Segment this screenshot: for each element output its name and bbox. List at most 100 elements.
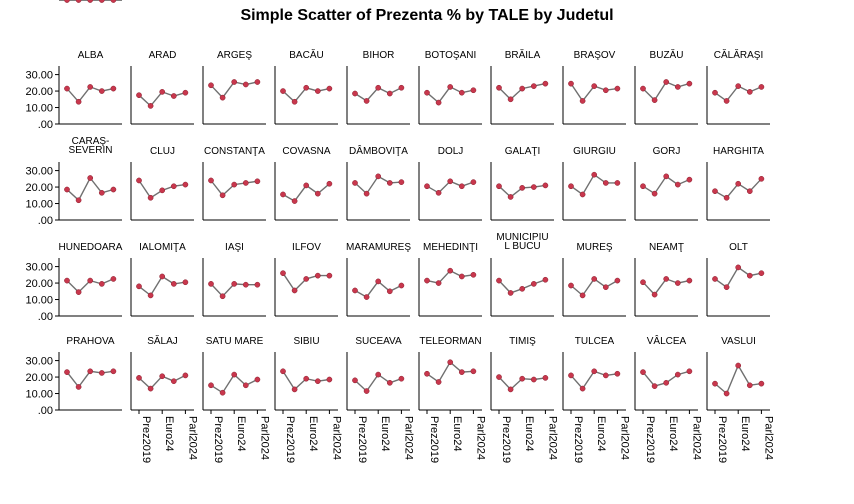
chart-title: Simple Scatter of Prezenta % by TALE by … [240, 7, 614, 24]
facet-label: CLUJ [150, 146, 175, 157]
facet-label: SATU MARE [206, 336, 264, 347]
facet-label: BACĂU [289, 48, 323, 61]
data-point [219, 94, 226, 101]
facet-label: BRAŞOV [574, 50, 616, 61]
facet-panel: BRAŞOV [562, 50, 626, 125]
data-point [674, 371, 681, 378]
y-tick-label: 30.00 [25, 70, 53, 82]
facet-panel: DÂMBOVIŢA [346, 144, 410, 221]
data-point [686, 368, 693, 375]
facet-panel: CONSTANŢA [202, 146, 266, 221]
x-tick-label: Parl2024 [330, 416, 342, 460]
data-point [591, 368, 598, 375]
data-point [542, 80, 549, 87]
data-point [231, 79, 238, 85]
facet-panel: BOTOŞANI [418, 50, 482, 125]
data-point [686, 277, 693, 284]
data-point [386, 90, 393, 97]
data-point [496, 84, 502, 91]
data-point [640, 279, 646, 286]
facet-label: SIBIU [293, 336, 319, 347]
data-point [424, 89, 430, 96]
data-point [242, 180, 249, 186]
data-point [147, 292, 154, 299]
data-point [75, 384, 82, 390]
data-point [182, 372, 189, 379]
data-point [87, 277, 94, 284]
data-point [98, 189, 105, 196]
data-point [663, 379, 670, 386]
data-point [170, 378, 177, 385]
x-tick-label: Euro24 [379, 416, 391, 451]
facet-label: DOLJ [438, 146, 464, 157]
data-point [375, 371, 382, 378]
data-point [758, 84, 765, 90]
data-point [542, 375, 549, 381]
data-point [579, 292, 586, 299]
data-point [314, 272, 321, 279]
data-point [651, 97, 658, 103]
data-point [712, 89, 718, 96]
facet-panel: GORJ [634, 146, 698, 221]
data-point [314, 88, 321, 94]
data-point [182, 89, 189, 96]
data-point [110, 85, 117, 92]
y-tick-label: 30.00 [25, 262, 53, 274]
data-point [363, 388, 370, 394]
facet-label: ALBA [78, 50, 104, 61]
data-point [398, 282, 405, 289]
data-point [712, 188, 718, 195]
data-point [64, 369, 70, 375]
x-tick-label: Prez2019 [140, 416, 152, 463]
data-point [147, 103, 154, 109]
facet-panel: VRANCEA [59, 0, 122, 3]
data-point [435, 280, 442, 286]
y-tick-label: 30.00 [25, 356, 53, 368]
x-tick-label: Parl2024 [690, 416, 702, 460]
facet-label: ARAD [149, 50, 177, 61]
facet-panel: TULCEA [562, 336, 626, 411]
facet-label: MUNICIPIU L BUCU [496, 232, 548, 252]
data-point [208, 281, 214, 287]
data-point [363, 98, 370, 104]
data-point [375, 84, 382, 91]
data-point [170, 183, 177, 190]
facet-panel: BIHOR [346, 50, 410, 125]
data-point [470, 271, 477, 278]
x-tick-label: Parl2024 [258, 416, 270, 460]
data-point [447, 84, 454, 90]
data-point [254, 79, 261, 85]
data-point [242, 281, 249, 288]
data-point [219, 293, 226, 300]
data-point [530, 184, 537, 190]
data-point [242, 81, 249, 88]
data-point [507, 386, 514, 393]
facet-panel: VÂLCEA [634, 334, 698, 411]
data-point [110, 0, 117, 3]
facet-panel: MUREŞ [562, 242, 626, 317]
facet-label: MEHEDINŢI [423, 242, 478, 253]
data-point [686, 80, 693, 87]
data-point [398, 84, 405, 91]
facet-label: COVASNA [282, 146, 330, 157]
data-point [136, 283, 142, 290]
data-point [735, 264, 742, 271]
facet-panel: ARAD [130, 50, 194, 125]
data-point [496, 374, 502, 380]
data-point [447, 267, 454, 274]
facet-label: BOTOŞANI [425, 50, 477, 61]
x-tick-label: Prez2019 [284, 416, 296, 463]
x-tick-label: Parl2024 [474, 416, 486, 460]
data-point [87, 175, 94, 181]
data-point [182, 181, 189, 188]
data-point [136, 177, 142, 184]
x-tick-label: Euro24 [523, 416, 535, 451]
data-point [602, 372, 609, 379]
facet-panel: VASLUI [706, 336, 770, 411]
facet-label: BIHOR [363, 50, 395, 61]
data-point [614, 85, 621, 92]
data-point [712, 276, 718, 282]
x-tick-label: Euro24 [667, 416, 679, 451]
data-point [386, 180, 393, 186]
